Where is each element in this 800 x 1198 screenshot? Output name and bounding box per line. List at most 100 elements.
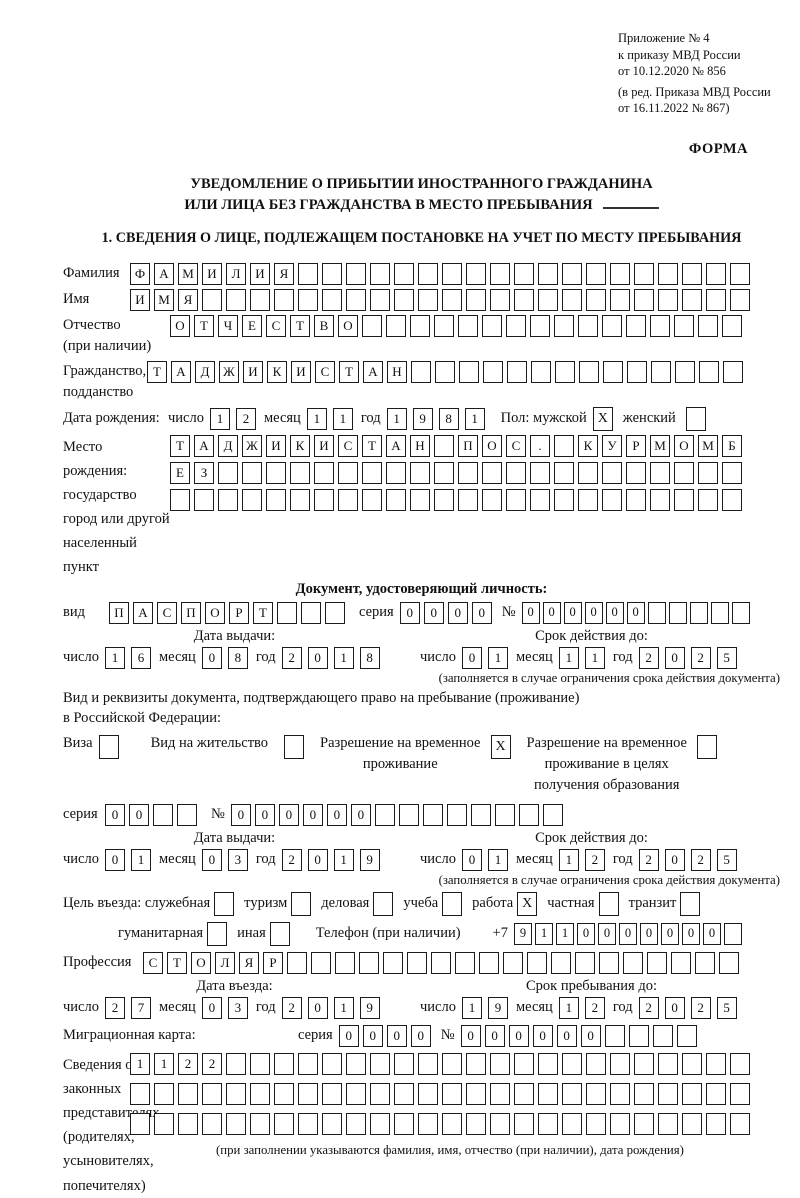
char-box[interactable]: М (154, 288, 174, 311)
char-box[interactable]: Т (194, 314, 214, 337)
char-box[interactable] (602, 461, 622, 484)
char-box[interactable] (178, 1082, 198, 1105)
business-checkbox[interactable] (373, 891, 394, 916)
char-box[interactable] (698, 314, 718, 337)
char-box[interactable] (514, 1052, 534, 1075)
char-box[interactable]: Д (218, 434, 238, 457)
char-box[interactable]: . (530, 434, 550, 457)
char-box[interactable] (658, 1052, 678, 1075)
char-box[interactable] (322, 1052, 342, 1075)
char-box[interactable]: С (266, 314, 286, 337)
char-box[interactable]: 0 (618, 922, 637, 945)
private-checkbox[interactable] (598, 891, 619, 916)
char-box[interactable] (130, 1082, 150, 1105)
char-box[interactable] (442, 1082, 462, 1105)
char-box[interactable] (338, 488, 358, 511)
char-box[interactable] (650, 461, 670, 484)
date-day-box[interactable]: 9 (487, 996, 508, 1019)
char-box[interactable] (658, 1112, 678, 1135)
char-box[interactable]: 0 (338, 1024, 359, 1047)
date-month-box[interactable]: 0 (201, 646, 222, 669)
char-box[interactable]: 2 (178, 1052, 198, 1075)
char-box[interactable]: Л (226, 262, 246, 285)
char-box[interactable] (650, 314, 670, 337)
char-box[interactable]: А (154, 262, 174, 285)
char-box[interactable] (242, 461, 262, 484)
date-year-box[interactable]: 0 (307, 646, 328, 669)
char-box[interactable] (394, 1082, 414, 1105)
char-box[interactable] (658, 288, 678, 311)
char-box[interactable]: Ж (219, 360, 239, 383)
char-box[interactable] (530, 314, 550, 337)
date-year-box[interactable]: 5 (716, 646, 737, 669)
char-box[interactable] (362, 461, 382, 484)
char-box[interactable] (434, 314, 454, 337)
char-box[interactable]: П (458, 434, 478, 457)
char-box[interactable] (722, 314, 742, 337)
char-box[interactable] (418, 1112, 438, 1135)
char-box[interactable] (298, 262, 318, 285)
char-box[interactable] (202, 288, 222, 311)
char-box[interactable] (362, 488, 382, 511)
char-box[interactable]: И (266, 434, 286, 457)
date-month-box[interactable]: 2 (584, 848, 605, 871)
date-month-box[interactable]: 0 (201, 996, 222, 1019)
char-box[interactable] (650, 488, 670, 511)
char-box[interactable] (130, 1112, 150, 1135)
char-box[interactable] (442, 262, 462, 285)
char-box[interactable]: Т (170, 434, 190, 457)
char-box[interactable] (194, 488, 214, 511)
char-box[interactable] (634, 262, 654, 285)
char-box[interactable] (506, 314, 526, 337)
char-box[interactable] (370, 1052, 390, 1075)
date-day-box[interactable]: 1 (487, 646, 508, 669)
char-box[interactable] (706, 1082, 726, 1105)
char-box[interactable]: О (674, 434, 694, 457)
char-box[interactable] (346, 262, 366, 285)
char-box[interactable]: 0 (508, 1024, 529, 1047)
char-box[interactable] (466, 288, 486, 311)
char-box[interactable]: И (314, 434, 334, 457)
char-box[interactable]: 0 (681, 922, 700, 945)
char-box[interactable] (322, 288, 342, 311)
char-box[interactable] (652, 1024, 673, 1047)
char-box[interactable]: 0 (639, 922, 658, 945)
official-checkbox[interactable] (214, 891, 235, 916)
char-box[interactable] (431, 951, 451, 974)
char-box[interactable]: С (143, 951, 163, 974)
char-box[interactable] (394, 1112, 414, 1135)
char-box[interactable] (578, 314, 598, 337)
char-box[interactable]: Ж (242, 434, 262, 457)
char-box[interactable]: А (171, 360, 191, 383)
char-box[interactable]: 0 (399, 601, 420, 624)
date-month-box[interactable]: 2 (584, 996, 605, 1019)
char-box[interactable] (290, 461, 310, 484)
char-box[interactable] (514, 288, 534, 311)
char-box[interactable] (730, 1082, 750, 1105)
char-box[interactable] (407, 951, 427, 974)
char-box[interactable] (578, 488, 598, 511)
char-box[interactable]: 0 (230, 803, 251, 826)
char-box[interactable] (706, 288, 726, 311)
char-box[interactable] (674, 488, 694, 511)
temp-residence-checkbox[interactable]: X (490, 734, 511, 759)
transit-checkbox[interactable] (680, 891, 701, 916)
char-box[interactable] (602, 488, 622, 511)
char-box[interactable]: 0 (254, 803, 275, 826)
char-box[interactable] (301, 601, 321, 624)
char-box[interactable] (483, 360, 503, 383)
date-year-box[interactable]: 1 (386, 407, 407, 430)
date-month-box[interactable]: 1 (584, 646, 605, 669)
char-box[interactable]: К (290, 434, 310, 457)
char-box[interactable]: Я (239, 951, 259, 974)
char-box[interactable] (359, 951, 379, 974)
char-box[interactable] (290, 488, 310, 511)
char-box[interactable] (531, 360, 551, 383)
char-box[interactable] (604, 1024, 625, 1047)
char-box[interactable] (674, 461, 694, 484)
char-box[interactable]: 0 (302, 803, 323, 826)
char-box[interactable] (490, 1112, 510, 1135)
char-box[interactable]: 0 (460, 1024, 481, 1047)
char-box[interactable] (394, 1052, 414, 1075)
char-box[interactable]: 0 (350, 803, 371, 826)
